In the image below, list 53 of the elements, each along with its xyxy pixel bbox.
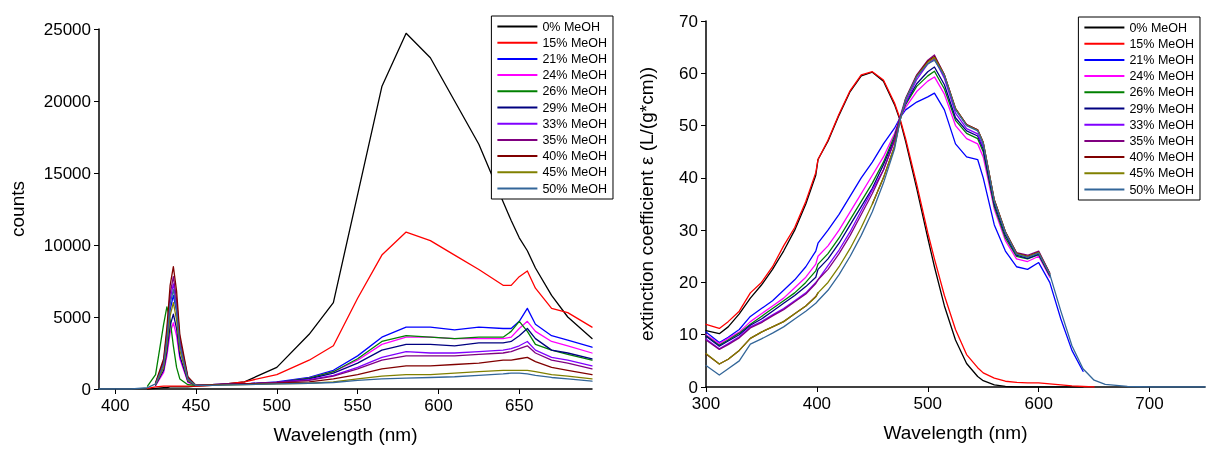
legend-label: 24% MeOH: [1129, 69, 1194, 84]
legend-label: 21% MeOH: [542, 51, 607, 66]
legend-label: 24% MeOH: [542, 68, 607, 83]
legend-label: 33% MeOH: [1129, 117, 1194, 132]
legend-label: 40% MeOH: [1129, 150, 1194, 165]
legend-label: 50% MeOH: [1129, 182, 1194, 197]
y-tick-label: 25000: [43, 19, 91, 39]
x-tick-label: 700: [1135, 394, 1164, 413]
legend-label: 15% MeOH: [1129, 36, 1194, 51]
y-tick-label: 20000: [43, 91, 91, 111]
y-axis-title: extinction coefficient ε (L/(g*cm)): [636, 66, 657, 342]
x-tick-label: 500: [913, 394, 942, 413]
y-tick-label: 30: [679, 220, 698, 240]
y-tick-label: 10000: [43, 235, 91, 255]
legend-label: 29% MeOH: [542, 100, 607, 115]
x-axis-title: Wavelength (nm): [273, 424, 418, 445]
x-tick-label: 600: [1024, 394, 1053, 413]
y-tick-label: 40: [679, 168, 698, 188]
y-tick-label: 20: [679, 272, 698, 292]
legend-label: 35% MeOH: [1129, 133, 1194, 148]
legend-label: 50% MeOH: [542, 181, 607, 196]
y-tick-label: 10: [679, 325, 698, 345]
x-axis-title: Wavelength (nm): [883, 422, 1028, 443]
x-tick-label: 400: [802, 394, 832, 413]
legend-label: 26% MeOH: [542, 84, 607, 99]
y-tick-label: 50: [679, 116, 698, 136]
legend-label: 40% MeOH: [542, 149, 607, 164]
x-tick-label: 500: [262, 396, 291, 415]
y-axis-title: counts: [7, 181, 28, 237]
legend-label: 26% MeOH: [1129, 85, 1194, 100]
line-series: [705, 58, 984, 350]
legend-label: 0% MeOH: [1129, 20, 1188, 35]
y-tick-label: 60: [679, 63, 698, 83]
x-tick-label: 300: [691, 394, 721, 413]
y-tick-label: 15000: [43, 163, 91, 183]
legend-label: 29% MeOH: [1129, 101, 1194, 116]
line-series: [146, 231, 593, 389]
legend-label: 15% MeOH: [542, 35, 607, 50]
y-tick-label: 70: [679, 11, 698, 31]
y-tick-label: 5000: [53, 307, 91, 327]
x-tick-label: 400: [100, 396, 130, 415]
x-tick-label: 650: [505, 396, 534, 415]
legend-label: 33% MeOH: [542, 116, 607, 131]
x-tick-label: 450: [181, 396, 211, 415]
x-tick-label: 550: [343, 396, 372, 415]
legend-label: 45% MeOH: [1129, 166, 1194, 181]
legend-label: 0% MeOH: [542, 19, 601, 34]
y-tick-label: 0: [81, 379, 91, 399]
x-tick-label: 600: [424, 396, 453, 415]
legend-label: 45% MeOH: [542, 165, 607, 180]
legend-label: 35% MeOH: [542, 132, 607, 147]
y-tick-label: 0: [688, 377, 698, 397]
legend-label: 21% MeOH: [1129, 52, 1194, 67]
